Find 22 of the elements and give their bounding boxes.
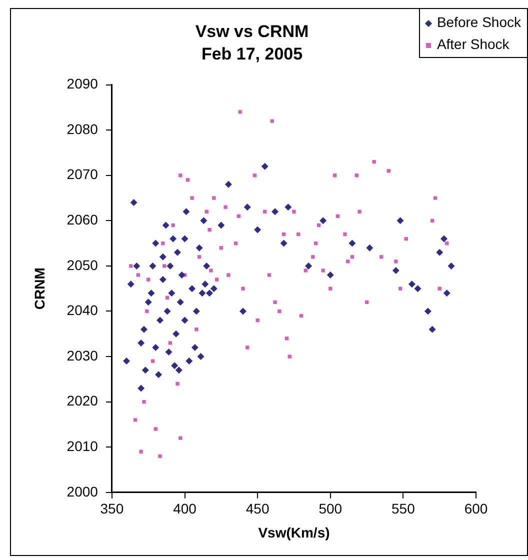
y-tick-label: 2010 [66, 438, 98, 454]
x-tick-label: 550 [392, 500, 416, 517]
legend-label: Before Shock [436, 13, 521, 32]
x-tick-label: 400 [173, 500, 197, 517]
x-tick-label: 350 [100, 500, 124, 517]
y-tick-label: 2050 [66, 256, 98, 273]
chart-subtitle: Feb 17, 2005 [201, 44, 303, 64]
y-tick-label: 2040 [66, 302, 98, 318]
y-tick-label: 2020 [66, 392, 98, 409]
y-tick-label: 2090 [66, 76, 98, 92]
x-tick-label: 500 [318, 500, 342, 517]
x-axis-title: Vsw(Km/s) [258, 524, 330, 540]
y-tick-label: 2080 [66, 120, 98, 137]
y-tick-label: 2000 [66, 483, 98, 500]
y-tick-label: 2060 [66, 212, 98, 228]
y-axis-title: CRNM [31, 268, 48, 310]
x-tick-label: 450 [246, 500, 270, 517]
y-tick-label: 2070 [66, 166, 98, 182]
y-tick-label: 2030 [66, 347, 98, 364]
x-tick-label: 600 [464, 500, 488, 517]
legend-label: After Shock [436, 35, 510, 54]
chart-title: Vsw vs CRNM [195, 22, 309, 41]
